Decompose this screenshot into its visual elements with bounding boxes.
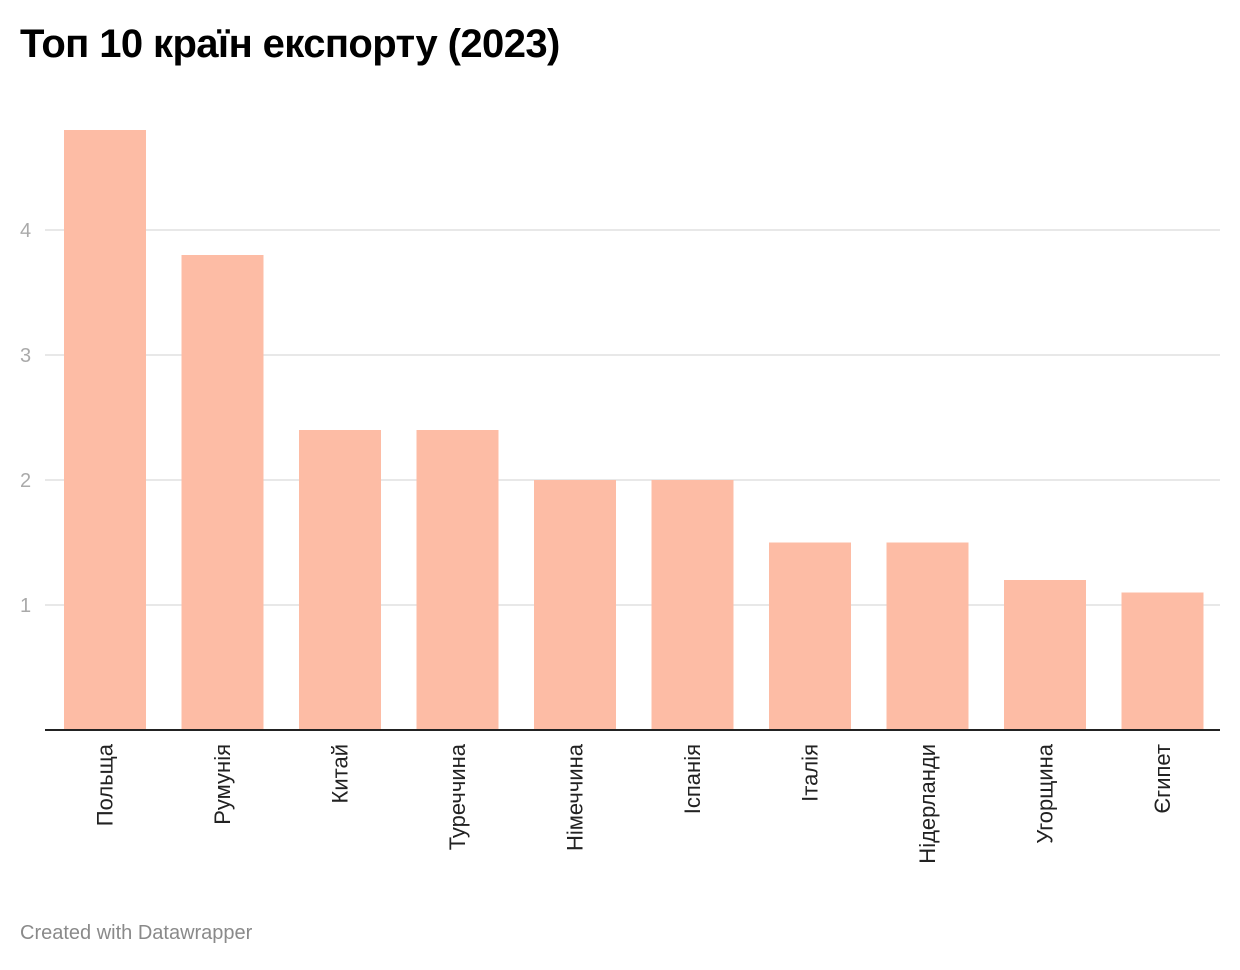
x-category-label: Угорщина [1033, 743, 1058, 844]
bar-10 [1121, 592, 1204, 730]
y-tick-label: 3 [20, 345, 31, 367]
x-category-label: Туреччина [445, 743, 470, 850]
chart-title: Топ 10 країн експорту (2023) [20, 22, 560, 66]
bar-5 [534, 480, 616, 730]
x-category-label: Китай [328, 744, 353, 803]
bar-8 [886, 542, 969, 730]
credit-footer: Created with Datawrapper [20, 922, 253, 944]
x-category-label: Румунія [210, 744, 235, 825]
bar-1 [64, 130, 146, 730]
bar-4 [416, 430, 499, 730]
bars [64, 130, 1204, 730]
x-category-label: Іспанія [680, 744, 705, 814]
bar-7 [769, 542, 851, 730]
x-category-label: Єгипет [1150, 744, 1175, 814]
bar-3 [299, 430, 381, 730]
x-category-label: Німеччина [563, 743, 588, 851]
y-tick-label: 2 [20, 470, 31, 492]
y-tick-label: 4 [20, 220, 31, 242]
x-category-label: Польща [93, 743, 118, 826]
bar-9 [1004, 580, 1086, 730]
x-category-label: Нідерланди [915, 744, 940, 864]
bar-2 [181, 255, 264, 730]
bar-6 [651, 480, 734, 730]
y-tick-label: 1 [20, 595, 31, 617]
x-axis-category-labels: Польща Румунія Китай Туреччина Німеччина Іспа… [93, 743, 1176, 863]
x-category-label: Італія [798, 744, 823, 802]
y-axis-tick-labels: 1 2 3 4 [20, 220, 31, 617]
